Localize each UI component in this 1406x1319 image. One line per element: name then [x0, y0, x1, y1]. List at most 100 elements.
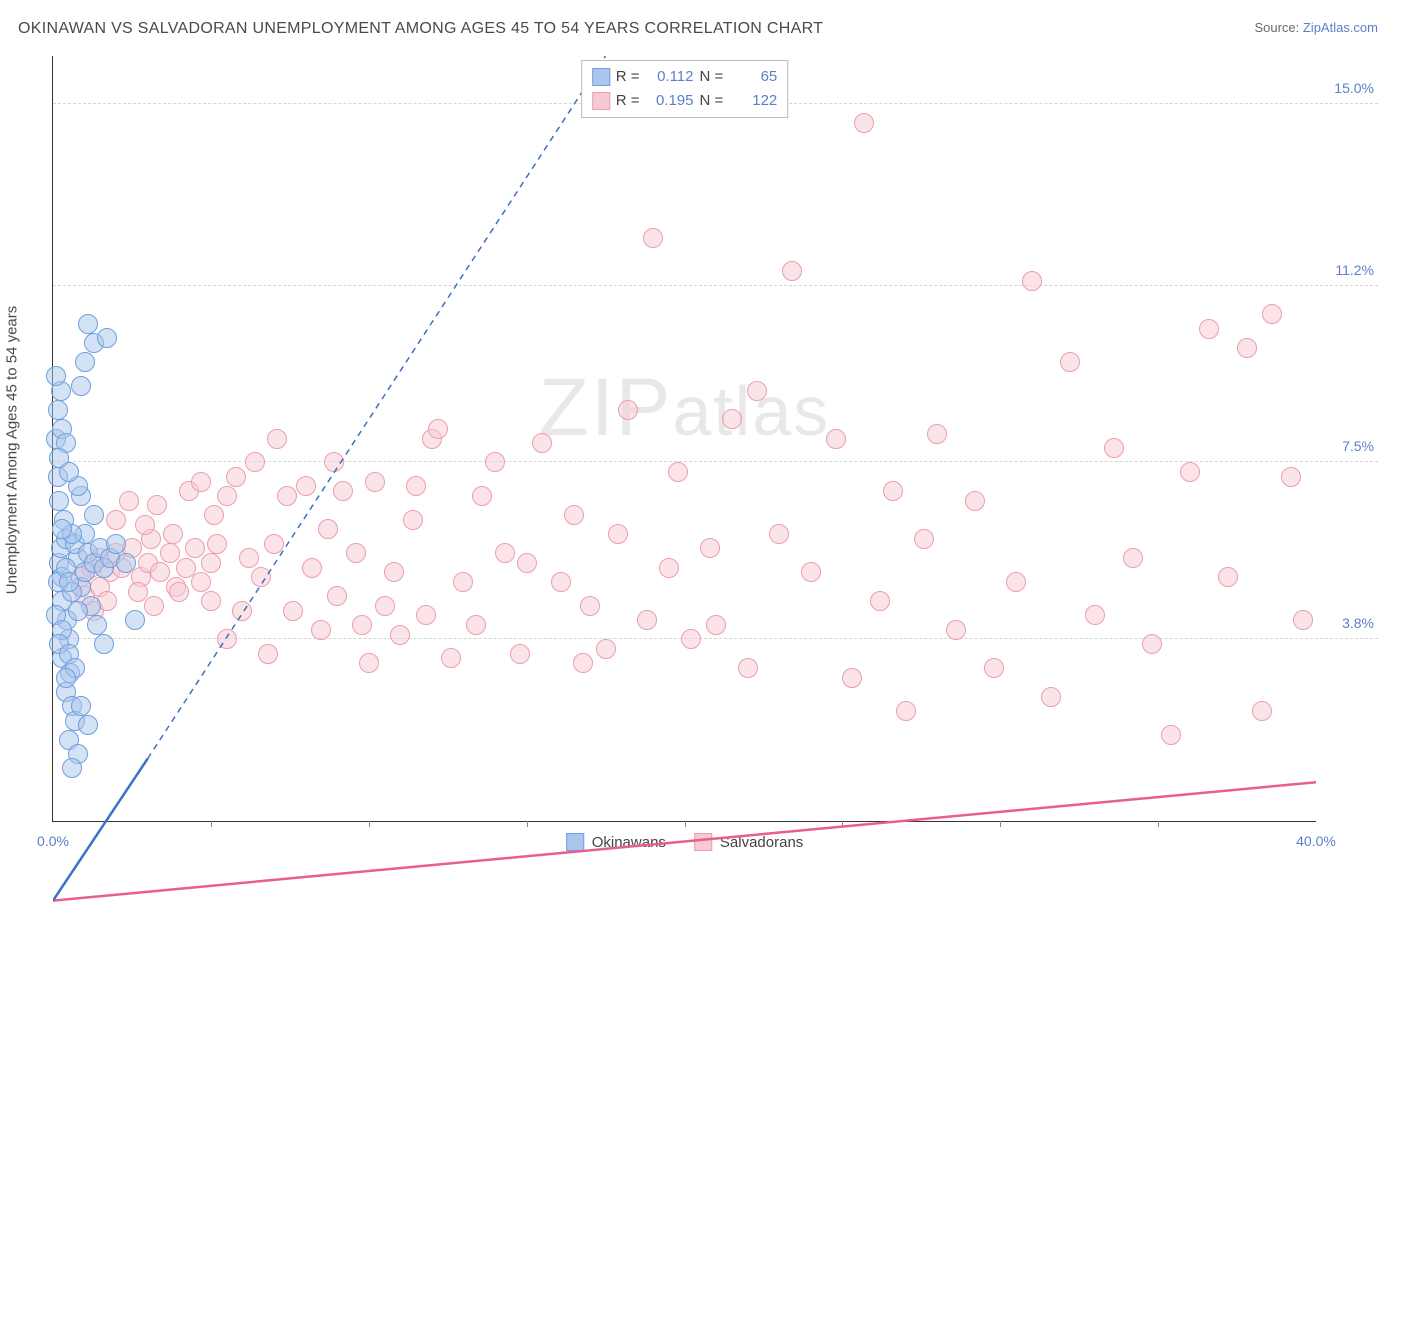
point-salvadoran [722, 409, 742, 429]
point-salvadoran [769, 524, 789, 544]
point-salvadoran [441, 648, 461, 668]
point-salvadoran [1161, 725, 1181, 745]
point-okinawan [78, 314, 98, 334]
point-salvadoran [1041, 687, 1061, 707]
point-okinawan [94, 634, 114, 654]
point-salvadoran [580, 596, 600, 616]
y-tick-label: 7.5% [1342, 438, 1374, 454]
trend-lines [53, 56, 1316, 1319]
point-salvadoran [532, 433, 552, 453]
legend-salvadorans: Salvadorans [694, 833, 803, 851]
y-axis-label: Unemployment Among Ages 45 to 54 years [4, 306, 21, 595]
point-salvadoran [495, 543, 515, 563]
point-salvadoran [747, 381, 767, 401]
point-salvadoran [1142, 634, 1162, 654]
point-salvadoran [283, 601, 303, 621]
plot-area: ZIPatlas R = 0.112 N = 65 R = 0.195 N = … [52, 56, 1316, 822]
y-tick-label: 11.2% [1335, 262, 1374, 278]
point-salvadoran [801, 562, 821, 582]
x-tick [685, 821, 686, 827]
point-salvadoran [217, 486, 237, 506]
x-tick [1000, 821, 1001, 827]
point-salvadoran [1085, 605, 1105, 625]
point-salvadoran [150, 562, 170, 582]
point-salvadoran [277, 486, 297, 506]
point-okinawan [62, 758, 82, 778]
point-salvadoran [176, 558, 196, 578]
point-salvadoran [264, 534, 284, 554]
point-salvadoran [659, 558, 679, 578]
point-salvadoran [365, 472, 385, 492]
legend-okinawans: Okinawans [566, 833, 666, 851]
point-salvadoran [826, 429, 846, 449]
point-salvadoran [160, 543, 180, 563]
point-salvadoran [453, 572, 473, 592]
point-salvadoran [700, 538, 720, 558]
swatch-salvadorans [592, 92, 610, 110]
point-salvadoran [668, 462, 688, 482]
point-salvadoran [517, 553, 537, 573]
point-salvadoran [375, 596, 395, 616]
point-salvadoran [258, 644, 278, 664]
point-salvadoran [318, 519, 338, 539]
point-salvadoran [965, 491, 985, 511]
point-salvadoran [296, 476, 316, 496]
point-salvadoran [119, 491, 139, 511]
gridline [53, 638, 1378, 639]
point-salvadoran [163, 524, 183, 544]
point-okinawan [97, 328, 117, 348]
point-salvadoran [1237, 338, 1257, 358]
point-salvadoran [1262, 304, 1282, 324]
point-salvadoran [1199, 319, 1219, 339]
point-salvadoran [428, 419, 448, 439]
x-tick-label: 40.0% [1296, 833, 1336, 849]
point-okinawan [75, 352, 95, 372]
point-okinawan [68, 601, 88, 621]
point-okinawan [48, 400, 68, 420]
point-salvadoran [324, 452, 344, 472]
point-okinawan [52, 519, 72, 539]
point-salvadoran [608, 524, 628, 544]
point-okinawan [49, 448, 69, 468]
point-salvadoran [302, 558, 322, 578]
point-salvadoran [416, 605, 436, 625]
point-okinawan [59, 572, 79, 592]
corr-row-2: R = 0.195 N = 122 [592, 89, 778, 113]
point-salvadoran [1218, 567, 1238, 587]
point-okinawan [116, 553, 136, 573]
point-salvadoran [896, 701, 916, 721]
point-salvadoran [927, 424, 947, 444]
point-okinawan [87, 615, 107, 635]
swatch-okinawans-icon [566, 833, 584, 851]
point-salvadoran [311, 620, 331, 640]
point-salvadoran [207, 534, 227, 554]
correlation-box: R = 0.112 N = 65 R = 0.195 N = 122 [581, 60, 789, 118]
x-tick [211, 821, 212, 827]
point-salvadoran [239, 548, 259, 568]
point-salvadoran [232, 601, 252, 621]
y-tick-label: 3.8% [1342, 615, 1374, 631]
point-salvadoran [1006, 572, 1026, 592]
point-salvadoran [564, 505, 584, 525]
point-salvadoran [637, 610, 657, 630]
point-salvadoran [510, 644, 530, 664]
chart-title: OKINAWAN VS SALVADORAN UNEMPLOYMENT AMON… [18, 20, 823, 38]
swatch-okinawans [592, 68, 610, 86]
point-salvadoran [551, 572, 571, 592]
point-salvadoran [204, 505, 224, 525]
source-label: Source: ZipAtlas.com [1254, 20, 1378, 35]
point-salvadoran [267, 429, 287, 449]
point-salvadoran [245, 452, 265, 472]
point-salvadoran [201, 591, 221, 611]
point-salvadoran [185, 538, 205, 558]
bottom-legend: Okinawans Salvadorans [566, 833, 804, 851]
point-salvadoran [106, 510, 126, 530]
x-tick [1158, 821, 1159, 827]
point-salvadoran [352, 615, 372, 635]
point-salvadoran [191, 472, 211, 492]
point-salvadoran [738, 658, 758, 678]
source-link[interactable]: ZipAtlas.com [1303, 20, 1378, 35]
point-salvadoran [842, 668, 862, 688]
point-salvadoran [359, 653, 379, 673]
x-tick-label: 0.0% [37, 833, 69, 849]
